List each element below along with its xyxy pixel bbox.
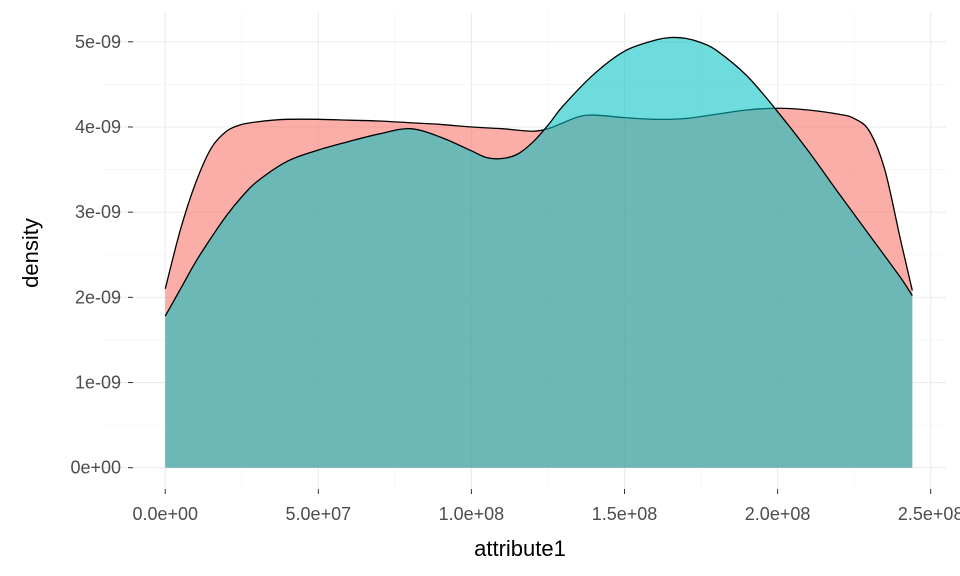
- y-tick-label: 2e-09: [75, 287, 121, 307]
- x-tick-label: 2.5e+08: [898, 504, 960, 524]
- x-tick-label: 2.0e+08: [745, 504, 811, 524]
- density-outline-1: [164, 107, 913, 291]
- x-axis-title: attribute1: [474, 536, 566, 561]
- density-areas: [164, 36, 913, 468]
- x-tick-label: 5.0e+07: [286, 504, 352, 524]
- x-tick-label: 1.0e+08: [439, 504, 505, 524]
- x-tick-label: 0.0e+00: [132, 504, 198, 524]
- x-axis-ticks: 0.0e+00 5.0e+07 1.0e+08 1.5e+08 2.0e+08 2.5e+…: [132, 489, 960, 524]
- density-area-2: [165, 37, 913, 468]
- y-tick-label: 4e-09: [75, 117, 121, 137]
- density-outline-2: [164, 36, 913, 317]
- y-tick-label: 0e+00: [70, 458, 121, 478]
- y-axis-title: density: [18, 218, 43, 288]
- y-tick-label: 1e-09: [75, 373, 121, 393]
- y-tick-label: 5e-09: [75, 32, 121, 52]
- x-tick-label: 1.5e+08: [592, 504, 658, 524]
- y-tick-label: 3e-09: [75, 202, 121, 222]
- y-axis-ticks: 0e+00 1e-09 2e-09 3e-09 4e-09 5e-09: [70, 32, 133, 478]
